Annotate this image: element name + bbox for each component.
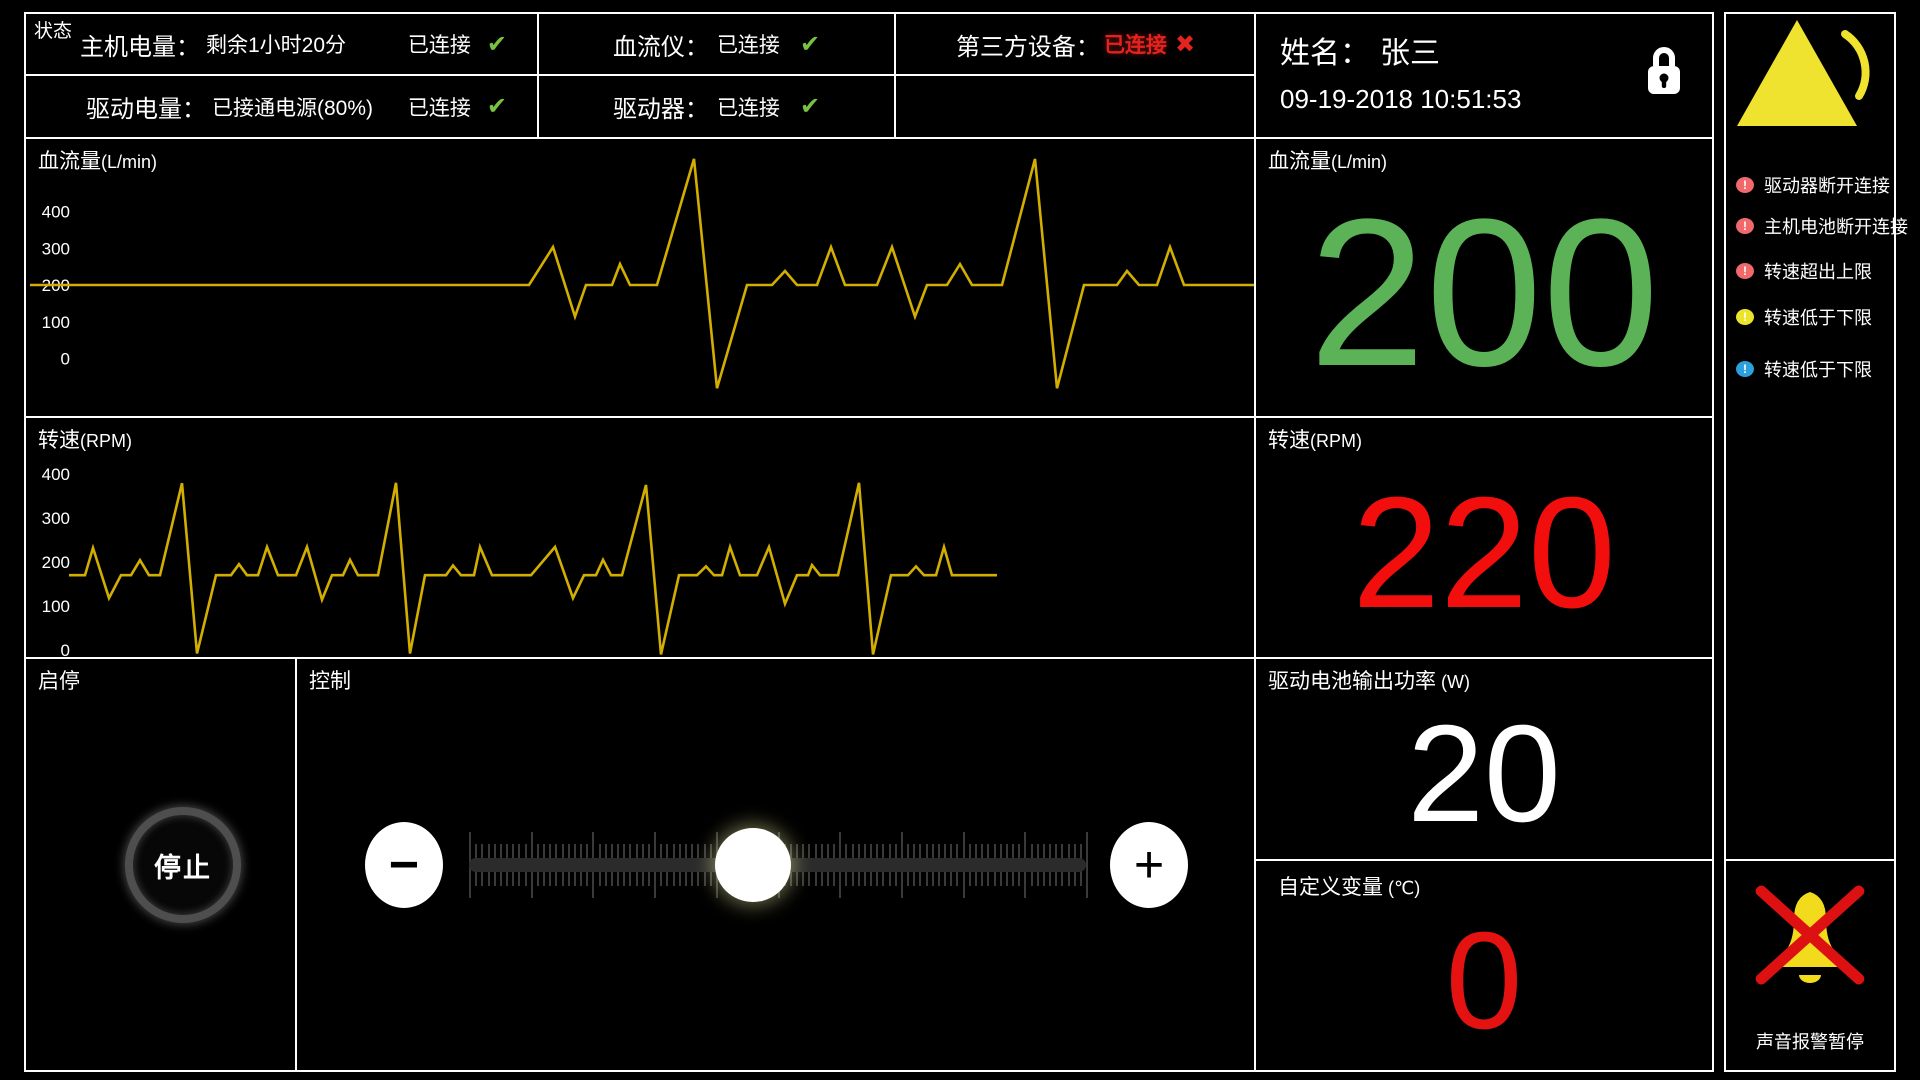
control-panel: 控制 − +: [295, 657, 1256, 1072]
alarm-text: 主机电池断开连接: [1764, 217, 1908, 237]
custom-value: 0: [1445, 903, 1523, 1058]
custom-readout-title: 自定义变量 (℃): [1278, 876, 1421, 899]
flow-meter-status: 已连接: [716, 34, 780, 57]
drive-battery-value: 已接通电源(80%): [212, 96, 374, 120]
drive-battery-label: 驱动电量：: [86, 96, 206, 123]
driver-status: 已连接: [716, 96, 780, 120]
bell-muted-icon: [1755, 885, 1865, 985]
alarm-text: 转速超出上限: [1764, 262, 1872, 282]
flow-readout-panel: 血流量(L/min) 200: [1254, 137, 1714, 418]
status-cell-devices: 血流仪： 已连接 ✔ 驱动器： 已连接 ✔: [537, 12, 896, 139]
third-party-label: 第三方设备：: [955, 33, 1100, 61]
driver-row: 驱动器： 已连接 ✔: [539, 76, 894, 137]
host-battery-row: 主机电量： 剩余1小时20分 已连接 ✔: [26, 14, 537, 74]
ruler-tick: [1086, 832, 1088, 898]
patient-cell: 姓名： 张三 09-19-2018 10:51:53: [1254, 12, 1714, 139]
power-readout-title: 驱动电池输出功率 (W): [1268, 670, 1470, 693]
flow-chart-panel: 血流量(L/min) 400 300 200 100 0: [24, 137, 1256, 418]
mute-button-label: 声音报警暂停: [1756, 1032, 1864, 1052]
status-section-label: 状态: [34, 21, 73, 42]
patient-name-label: 姓名：: [1280, 37, 1370, 70]
status-cell-batteries: 状态 主机电量： 剩余1小时20分 已连接 ✔ 驱动电量： 已接通电源(80%)…: [24, 12, 539, 139]
host-battery-label: 主机电量：: [80, 33, 200, 61]
mute-button[interactable]: 声音报警暂停: [1724, 859, 1896, 1072]
alarm-severity-icon: !: [1736, 361, 1754, 377]
patient-name-row: 姓名： 张三: [1280, 28, 1440, 72]
alarm-text: 转速低于下限: [1764, 360, 1872, 380]
divider: [896, 74, 1255, 76]
increase-button[interactable]: +: [1110, 822, 1188, 908]
waveform-trace: [69, 482, 997, 655]
rpm-readout-panel: 转速(RPM) 220: [1254, 416, 1714, 659]
alarm-severity-icon: !: [1736, 309, 1754, 325]
check-icon: ✔: [486, 93, 507, 120]
flow-value: 200: [1308, 174, 1660, 410]
rpm-readout-title: 转速(RPM): [1268, 429, 1362, 452]
power-value: 20: [1407, 697, 1561, 851]
drive-battery-row: 驱动电量： 已接通电源(80%) 已连接 ✔: [26, 76, 537, 137]
alarm-item: ! 转速低于下限: [1736, 357, 1892, 381]
control-label: 控制: [309, 670, 351, 693]
y-axis-tick-label: 0: [61, 641, 70, 657]
divider: [539, 74, 894, 76]
check-icon: ✔: [486, 30, 507, 58]
alarm-warning-icon: [1737, 20, 1870, 126]
status-cell-third-party: 第三方设备： 已连接 ✖: [894, 12, 1257, 139]
startstop-panel: 启停 停止: [24, 657, 297, 1072]
rpm-value: 220: [1352, 464, 1616, 641]
lock-icon[interactable]: [1642, 40, 1686, 100]
drive-battery-status: 已连接: [407, 96, 471, 120]
flow-meter-row: 血流仪： 已连接 ✔: [539, 14, 894, 74]
custom-readout-panel: 自定义变量 (℃) 0: [1254, 859, 1714, 1072]
alarm-item: ! 转速超出上限: [1736, 259, 1892, 283]
power-readout-panel: 驱动电池输出功率 (W) 20: [1254, 657, 1714, 861]
patient-name: 张三: [1380, 37, 1440, 70]
y-axis-tick-label: 400: [42, 203, 70, 222]
flow-meter-label: 血流仪：: [612, 33, 709, 61]
driver-label: 驱动器：: [612, 96, 709, 123]
datetime-text: 09-19-2018 10:51:53: [1280, 84, 1522, 114]
alarm-item: ! 转速低于下限: [1736, 305, 1892, 329]
alarm-severity-icon: !: [1736, 263, 1754, 279]
decrease-button[interactable]: −: [365, 822, 443, 908]
alarm-text: 驱动器断开连接: [1764, 176, 1890, 196]
alarm-severity-icon: !: [1736, 177, 1754, 193]
flow-chart-title: 血流量(L/min): [38, 150, 158, 173]
alarm-text: 转速低于下限: [1764, 308, 1872, 328]
y-axis-tick-label: 300: [42, 239, 70, 258]
alarm-sidebar: ! 驱动器断开连接! 主机电池断开连接! 转速超出上限! 转速低于下限! 转速低于下限: [1724, 12, 1908, 861]
rpm-waveform: 400 300 200 100 0: [42, 465, 997, 657]
y-axis-tick-label: 100: [42, 597, 70, 616]
stop-button[interactable]: 停止: [125, 807, 241, 923]
host-battery-status: 已连接: [407, 34, 471, 57]
host-battery-value: 剩余1小时20分: [206, 34, 347, 57]
startstop-label: 启停: [38, 670, 80, 693]
alarm-item: ! 主机电池断开连接: [1736, 214, 1908, 238]
minus-icon: −: [388, 836, 420, 894]
alarm-severity-icon: !: [1736, 218, 1754, 234]
y-axis-tick-label: 300: [42, 509, 70, 528]
rpm-chart-panel: 转速(RPM) 400 300 200 100 0: [24, 416, 1256, 659]
y-axis-tick-label: 200: [42, 553, 70, 572]
plus-icon: +: [1133, 836, 1165, 894]
stop-button-label: 停止: [154, 852, 212, 883]
y-axis-tick-label: 400: [42, 465, 70, 484]
rpm-chart-title: 转速(RPM): [38, 429, 132, 452]
divider: [26, 74, 537, 76]
alarm-item: ! 驱动器断开连接: [1736, 173, 1892, 197]
slider-thumb[interactable]: [714, 828, 791, 902]
check-icon: ✔: [799, 93, 821, 120]
cross-icon: ✖: [1174, 30, 1196, 58]
y-axis-tick-label: 0: [61, 350, 70, 369]
third-party-status: 已连接: [1103, 34, 1167, 57]
waveform-trace: [30, 158, 1254, 389]
third-party-row: 第三方设备： 已连接 ✖: [896, 14, 1255, 74]
check-icon: ✔: [799, 30, 821, 58]
y-axis-tick-label: 100: [42, 313, 70, 332]
flow-readout-title: 血流量(L/min): [1268, 150, 1388, 173]
